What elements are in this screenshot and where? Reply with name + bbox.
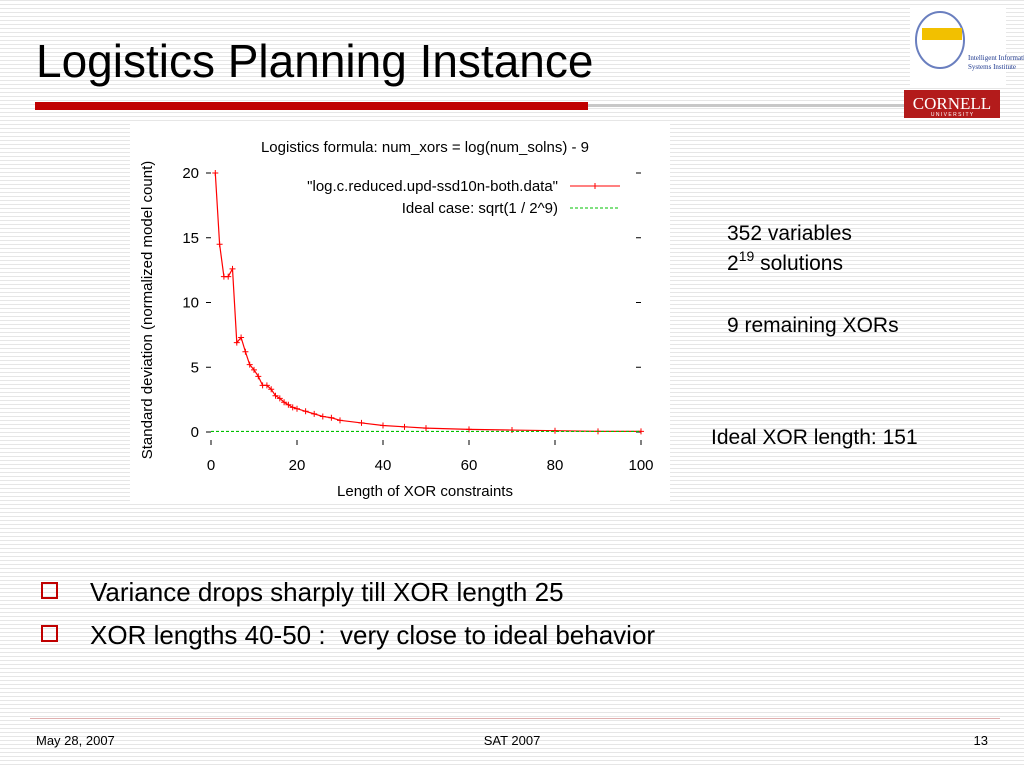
iiis-logo: Intelligent Information Systems Institut…: [910, 8, 1024, 86]
footer-event: SAT 2007: [484, 733, 541, 748]
marker: [233, 339, 240, 346]
marker: [285, 401, 292, 408]
marker: [255, 373, 262, 380]
title-rule: [35, 102, 588, 110]
marker: [216, 241, 223, 248]
marker: [401, 423, 408, 430]
x-tick-label: 0: [207, 457, 215, 474]
annotation-exponent: 19: [739, 248, 755, 264]
marker: [552, 427, 558, 434]
marker: [319, 413, 326, 420]
annotation: 352 variables: [727, 222, 852, 245]
chart: Logistics formula: num_xors = log(num_so…: [139, 139, 654, 500]
annotation: Ideal XOR length: 151: [711, 426, 918, 449]
marker: [423, 425, 429, 432]
marker: [337, 417, 343, 424]
series-line: [214, 172, 641, 432]
marker: [238, 334, 245, 341]
y-tick-label: 15: [182, 230, 199, 247]
marker: [229, 265, 236, 272]
marker: [242, 348, 249, 355]
footer-page: 13: [974, 733, 988, 748]
x-tick-label: 60: [461, 457, 478, 474]
y-tick-label: 0: [191, 424, 199, 441]
title-rule-gray: [588, 104, 1000, 107]
y-tick-label: 20: [182, 165, 199, 182]
annotation-rest: solutions: [754, 252, 843, 275]
marker: [276, 395, 283, 402]
marker: [246, 361, 253, 368]
slide-title: Logistics Planning Instance: [36, 35, 593, 87]
bullet: Variance drops sharply till XOR length 2…: [90, 577, 564, 607]
logo-text: Intelligent Information: [968, 54, 1024, 62]
bullet-icon: [41, 582, 58, 599]
marker: [380, 422, 386, 429]
university-text: U N I V E R S I T Y: [931, 112, 974, 118]
bullet-icon: [41, 625, 58, 642]
marker: [311, 410, 318, 417]
marker: [358, 419, 365, 426]
legend-label: Ideal case: sqrt(1 / 2^9): [402, 200, 558, 217]
marker: [212, 170, 219, 176]
bullet: XOR lengths 40-50 : very close to ideal …: [90, 620, 655, 650]
cornell-logo: CORNELL U N I V E R S I T Y: [904, 90, 1000, 118]
footer-date: May 28, 2007: [36, 733, 115, 748]
logo-text: Systems Institute: [968, 63, 1016, 71]
legend-label: "log.c.reduced.upd-ssd10n-both.data": [307, 178, 558, 195]
marker: [272, 392, 279, 399]
x-tick-label: 100: [628, 457, 653, 474]
marker: [328, 414, 335, 421]
footer-rule: [30, 718, 1000, 719]
annotation: 9 remaining XORs: [727, 314, 899, 337]
x-tick-label: 80: [547, 457, 564, 474]
y-tick-label: 10: [182, 295, 199, 312]
chart-area: [130, 122, 670, 502]
y-axis-label: Standard deviation (normalized model cou…: [139, 161, 156, 460]
marker: [294, 405, 300, 412]
marker: [263, 382, 270, 389]
cornell-text: CORNELL: [913, 94, 991, 113]
chart-title: Logistics formula: num_xors = log(num_so…: [261, 139, 589, 156]
x-tick-label: 40: [375, 457, 392, 474]
marker: [281, 399, 288, 406]
marker: [509, 427, 515, 434]
annotation-base: 2: [727, 252, 739, 275]
marker: [302, 408, 309, 415]
x-tick-label: 20: [289, 457, 306, 474]
y-tick-label: 5: [191, 359, 199, 376]
annotation: 219 solutions: [727, 248, 843, 275]
marker: [289, 404, 296, 411]
x-axis-label: Length of XOR constraints: [337, 483, 513, 500]
marker: [268, 386, 275, 393]
marker: [251, 366, 257, 373]
legend-marker: [592, 183, 598, 189]
marker: [225, 273, 232, 280]
